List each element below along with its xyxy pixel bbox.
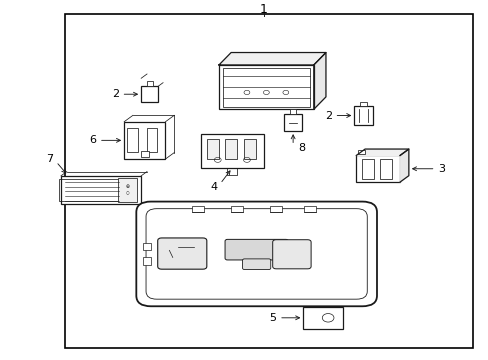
- Bar: [59, 179, 119, 201]
- Bar: [308, 302, 316, 306]
- Bar: [225, 139, 237, 159]
- Text: 5: 5: [269, 313, 276, 323]
- Bar: [379, 159, 391, 179]
- Bar: [201, 134, 264, 168]
- FancyBboxPatch shape: [158, 238, 206, 269]
- Text: 7: 7: [46, 154, 53, 164]
- Bar: [61, 176, 141, 204]
- Bar: [118, 177, 137, 202]
- Bar: [219, 65, 313, 109]
- Bar: [244, 139, 255, 159]
- Bar: [304, 206, 315, 212]
- Bar: [354, 106, 372, 125]
- Text: ○: ○: [125, 192, 129, 195]
- Bar: [146, 127, 157, 152]
- FancyBboxPatch shape: [136, 202, 376, 306]
- Bar: [124, 122, 165, 159]
- Bar: [356, 156, 399, 182]
- Bar: [192, 206, 203, 212]
- Bar: [289, 109, 295, 113]
- Polygon shape: [356, 149, 408, 156]
- Text: 4: 4: [210, 182, 217, 192]
- Bar: [362, 159, 373, 179]
- Text: 2: 2: [112, 89, 119, 99]
- Bar: [141, 86, 158, 102]
- Bar: [303, 307, 343, 329]
- Bar: [284, 114, 302, 131]
- Text: 1: 1: [260, 3, 267, 15]
- Bar: [222, 68, 309, 107]
- Bar: [127, 127, 138, 152]
- FancyBboxPatch shape: [272, 240, 310, 269]
- Text: 6: 6: [89, 135, 96, 145]
- Text: 2: 2: [325, 111, 332, 121]
- Text: ⊕: ⊕: [125, 184, 129, 189]
- Bar: [360, 102, 366, 106]
- Bar: [325, 302, 332, 306]
- Text: 8: 8: [297, 143, 305, 153]
- Bar: [143, 257, 151, 265]
- Bar: [357, 150, 364, 154]
- Bar: [143, 243, 151, 250]
- Bar: [64, 14, 472, 348]
- Bar: [270, 206, 282, 212]
- Bar: [141, 151, 148, 157]
- Polygon shape: [313, 53, 325, 109]
- Bar: [206, 139, 219, 159]
- Text: 3: 3: [437, 164, 444, 174]
- Bar: [146, 81, 152, 86]
- FancyBboxPatch shape: [224, 239, 287, 260]
- FancyBboxPatch shape: [242, 259, 270, 270]
- Polygon shape: [219, 53, 325, 65]
- Polygon shape: [399, 149, 408, 182]
- Bar: [231, 206, 243, 212]
